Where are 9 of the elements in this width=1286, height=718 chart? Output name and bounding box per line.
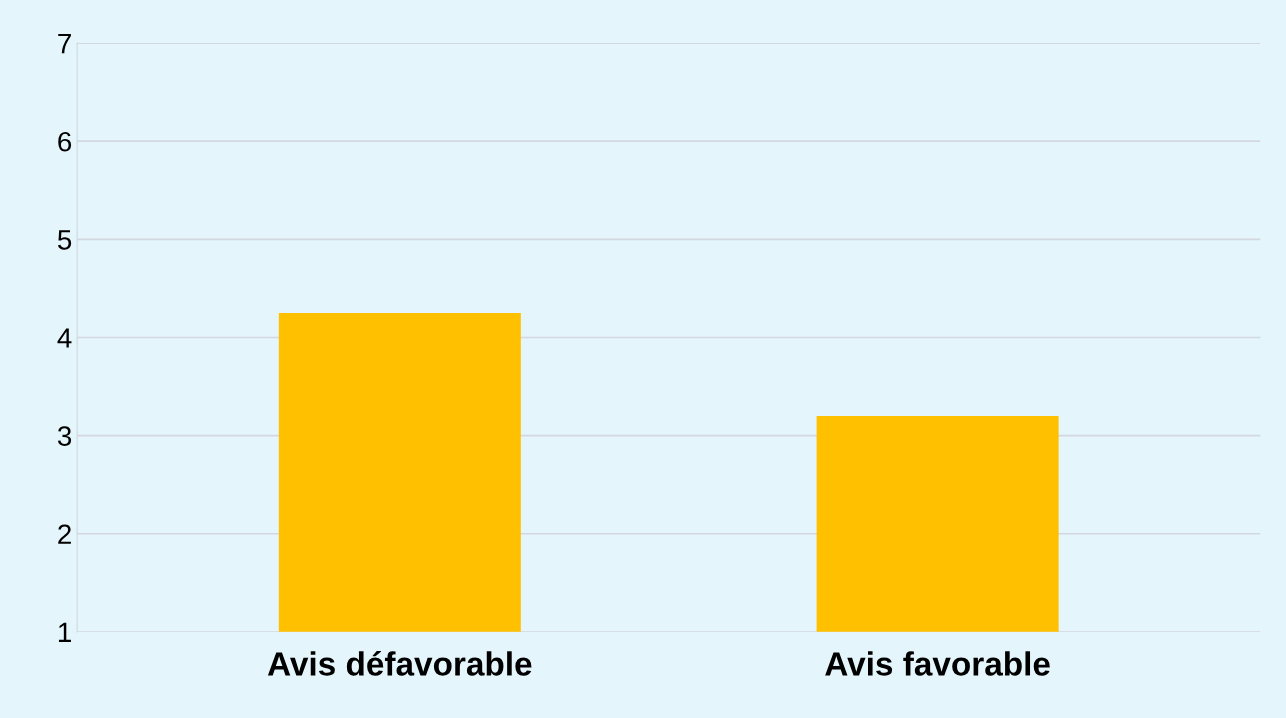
y-tick-label: 7 [58, 34, 71, 54]
y-tick-label: 6 [58, 131, 72, 152]
y-tick-label: 4 [57, 328, 72, 348]
y-tick-label: 5 [57, 230, 72, 250]
y-tick-label: 2 [58, 524, 71, 544]
y-tick-label: 1 [58, 622, 71, 642]
x-tick-label: Avis défavorable [267, 650, 532, 676]
x-tick-label: Avis favorable [825, 651, 1050, 676]
y-tick-label: 3 [57, 426, 72, 446]
